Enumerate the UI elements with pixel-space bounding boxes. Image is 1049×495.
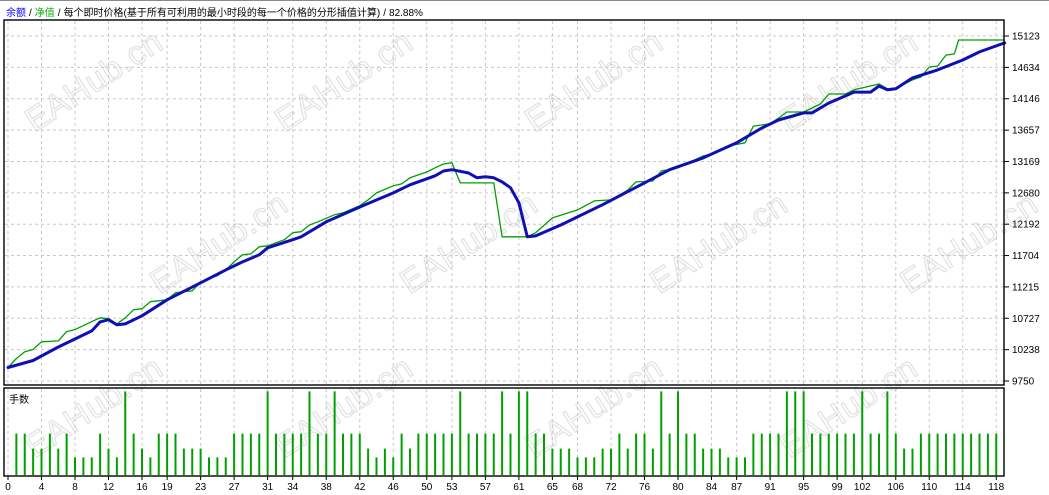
legend-separator: / [383,8,387,19]
watermark-text: EAHub.cn [143,184,294,300]
top-divider [0,0,1049,1]
x-axis-label: 23 [195,482,207,493]
x-axis-label: 99 [832,482,844,493]
x-axis-label: 114 [955,482,971,493]
x-axis-label: 84 [706,482,718,493]
watermark-text: EAHub.cn [518,22,669,138]
model-quality-value: 82.88% [389,8,423,19]
chart-legend: 余额 / 净值 / 每个即时价格(基于所有可利用的最小时段的每一个价格的分形插值计算) /… [6,4,423,19]
legend-separator: / [29,8,32,19]
y-axis-label: 15123 [1012,32,1040,43]
x-axis-label: 91 [765,482,777,493]
model-description: 每个即时价格(基于所有可利用的最小时段的每一个价格的分形插值计算) [63,8,381,19]
lots-panel-frame [3,387,1005,477]
equity-line [7,39,1005,368]
grid-lines [5,21,1003,475]
y-axis-label: 10238 [1012,345,1040,356]
x-axis-label: 19 [162,482,174,493]
x-axis-label: 0 [5,482,11,493]
axis-labels: 1512314634141461365713169126801219211704… [5,32,1040,494]
balance-legend-label: 余额 [6,8,26,19]
x-axis-label: 27 [229,482,241,493]
x-axis-label: 50 [421,482,433,493]
x-axis-label: 34 [287,482,299,493]
x-axis-label: 16 [136,482,148,493]
watermark-text: EAHub.cn [393,184,544,300]
x-axis-label: 4 [39,482,45,493]
x-axis-label: 87 [731,482,743,493]
y-axis-label: 14146 [1012,94,1040,105]
watermark-text: EAHub.cn [18,22,169,138]
legend-separator: / [57,8,61,19]
x-axis-label: 46 [388,482,400,493]
equity-legend-label: 净值 [34,8,55,19]
x-axis-label: 53 [446,482,458,493]
watermark-text: EAHub.cn [18,348,169,464]
series-lines [6,39,1007,369]
y-axis-label: 13169 [1012,157,1040,168]
frames [3,19,1005,477]
x-axis-label: 72 [605,482,617,493]
x-axis-label: 12 [103,482,115,493]
x-axis-label: 110 [921,482,937,493]
y-axis-label: 12680 [1012,188,1040,199]
y-axis-label: 9750 [1012,377,1035,388]
y-axis-label: 14634 [1012,63,1040,74]
x-axis-label: 8 [72,482,78,493]
x-axis-label: 95 [798,482,810,493]
x-axis-label: 106 [887,482,904,493]
x-axis-label: 68 [572,482,584,493]
y-axis-label: 11215 [1012,282,1040,293]
watermark-text: EAHub.cn [773,22,924,138]
main-chart-frame [3,19,1005,386]
x-axis-label: 76 [639,482,651,493]
lots-bars [15,391,998,475]
x-axis-label: 31 [262,482,274,493]
lots-panel-label: 手数 [9,395,29,406]
x-axis-label: 57 [480,482,492,493]
balance-line [6,41,1007,369]
x-axis-label: 102 [854,482,871,493]
x-axis-label: 65 [547,482,559,493]
y-axis-label: 11704 [1012,251,1040,262]
watermark-text: EAHub.cn [518,348,669,464]
watermark-text: EAHub.cn [268,22,419,138]
x-axis-label: 38 [321,482,333,493]
y-axis-label: 10727 [1012,314,1040,325]
x-axis-label: 80 [672,482,684,493]
watermark-text: EAHub.cn [643,184,794,300]
x-axis-label: 118 [988,482,1004,493]
x-axis-label: 42 [354,482,366,493]
x-axis-label: 61 [513,482,525,493]
y-axis-label: 13657 [1012,126,1040,137]
y-axis-label: 12192 [1012,220,1040,231]
